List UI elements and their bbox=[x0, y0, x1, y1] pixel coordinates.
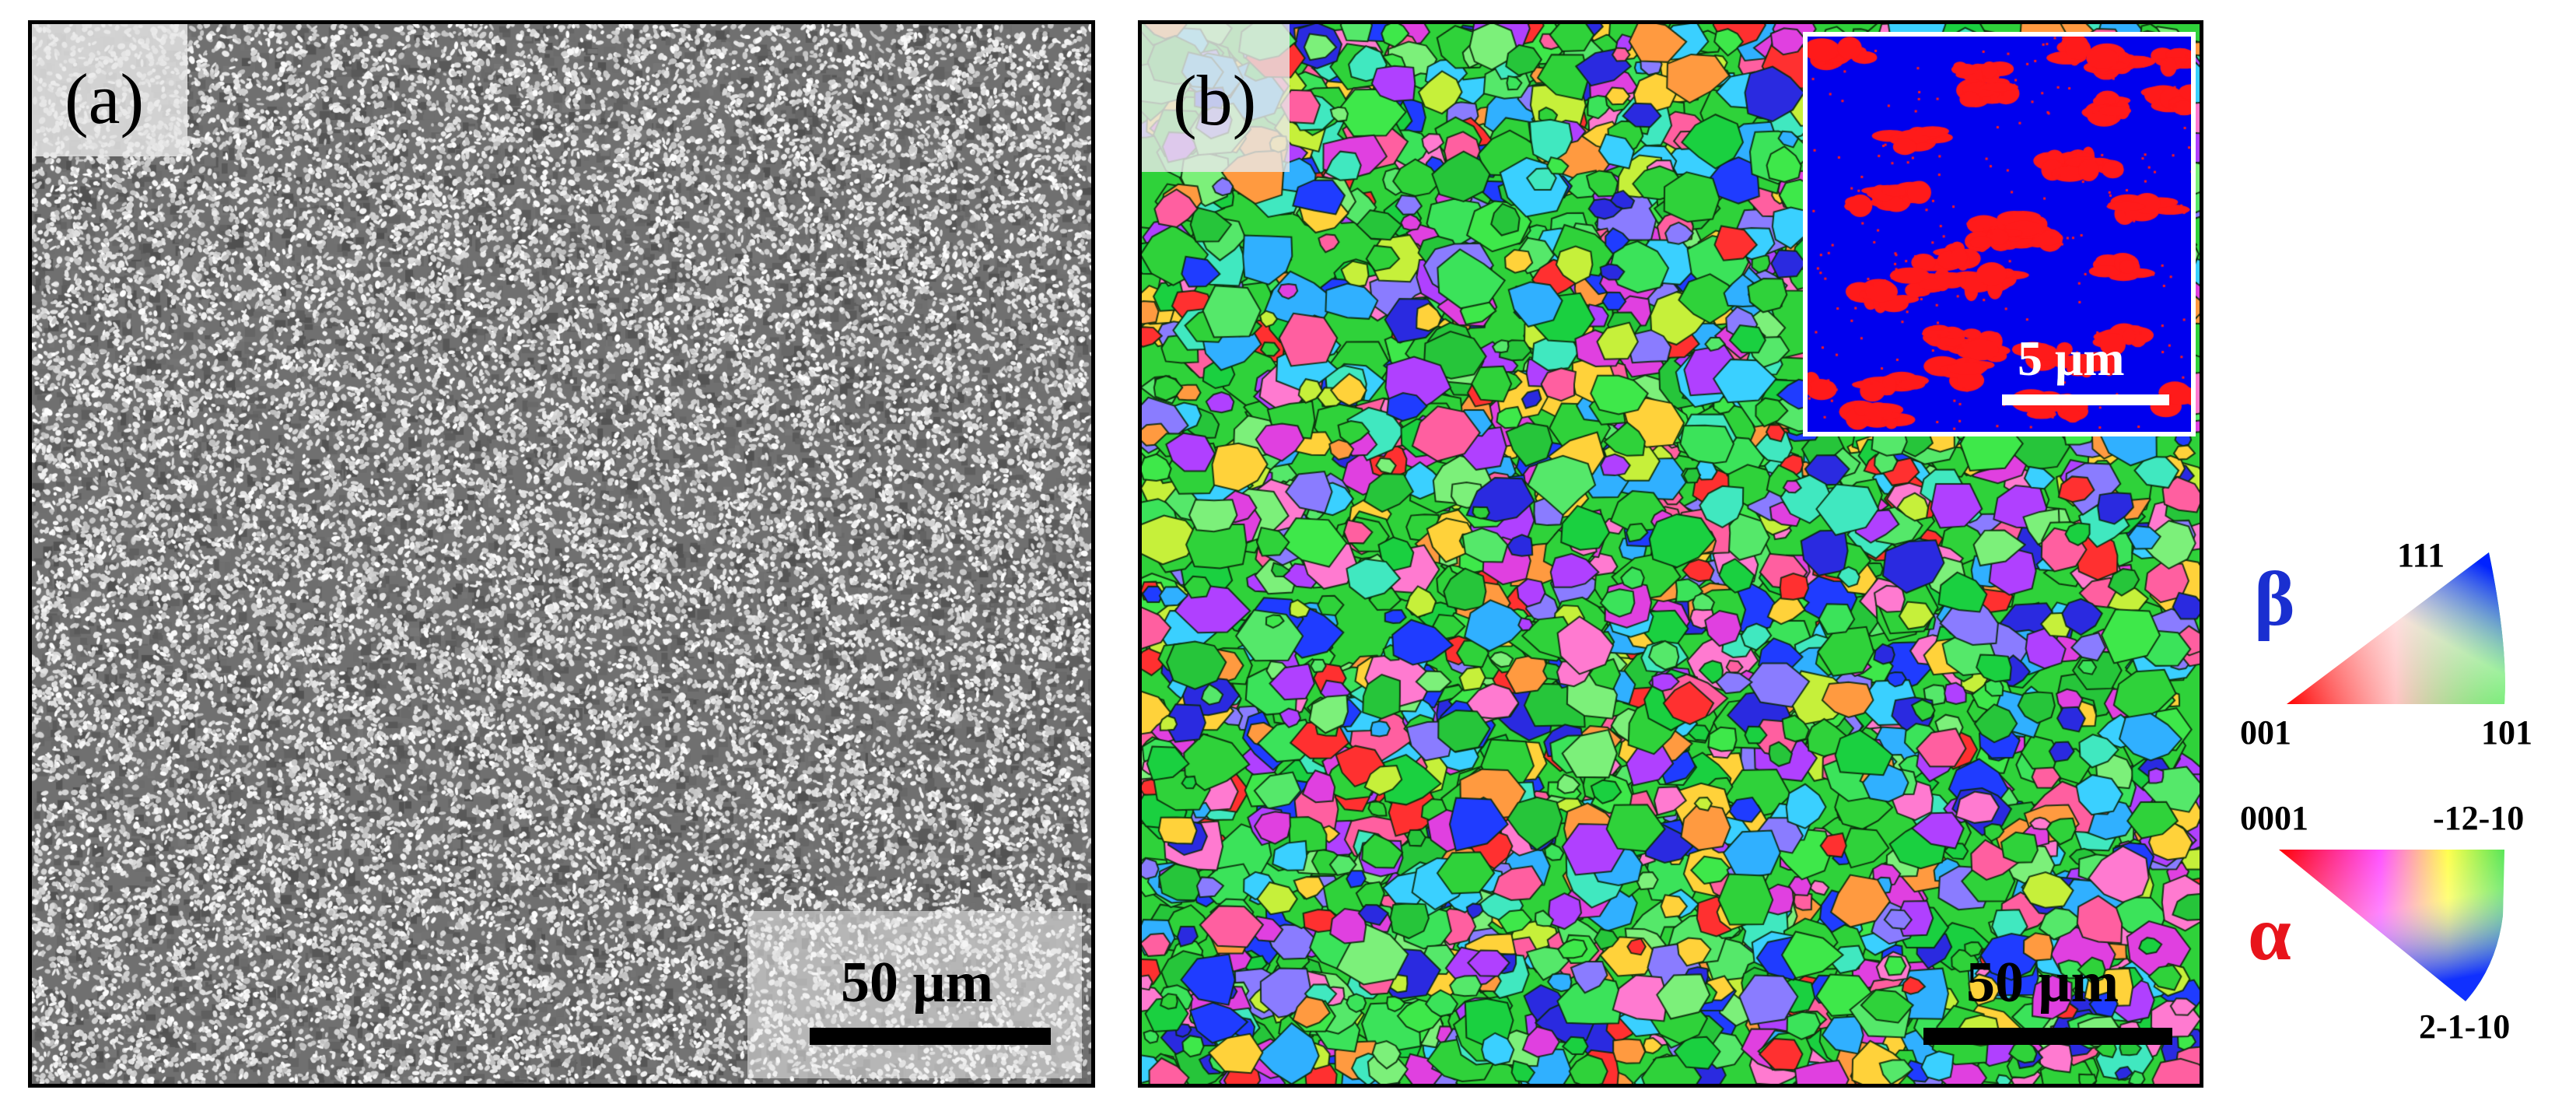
inset-scale-bar-label: 5 μm bbox=[2018, 331, 2125, 386]
panel-label-a: (a) bbox=[65, 59, 145, 138]
inset-scale-bar bbox=[2002, 394, 2169, 405]
beta-ipf-triangle bbox=[2287, 552, 2505, 704]
beta-corner-111: 111 bbox=[2397, 536, 2445, 574]
sem-micrograph-panel: (a) 50 μm bbox=[28, 20, 1095, 1088]
alpha-corner-2-1-10: 2-1-10 bbox=[2419, 1008, 2511, 1046]
scale-bar-label-a: 50 μm bbox=[841, 951, 994, 1015]
beta-corner-101: 101 bbox=[2481, 713, 2532, 752]
scale-bar-a bbox=[810, 1028, 1051, 1045]
alpha-corner-0001: 0001 bbox=[2240, 799, 2308, 837]
phase-map-inset: 5 μm bbox=[1803, 32, 2196, 436]
phase-map-image bbox=[1808, 37, 2191, 432]
beta-symbol: β bbox=[2254, 556, 2295, 642]
panel-label-b: (b) bbox=[1173, 61, 1257, 140]
scale-bar-backdrop bbox=[747, 911, 1082, 1078]
label-backdrop bbox=[32, 24, 187, 156]
alpha-corner-12-10: -12-10 bbox=[2433, 799, 2525, 837]
alpha-symbol: α bbox=[2248, 890, 2291, 976]
ebsd-ipf-map-panel: (b) 50 μm 5 μm bbox=[1138, 20, 2203, 1088]
alpha-ipf-triangle bbox=[2279, 850, 2504, 1001]
scale-bar-label-b: 50 μm bbox=[1966, 951, 2119, 1015]
label-backdrop bbox=[1142, 24, 1290, 172]
beta-corner-001: 001 bbox=[2240, 713, 2291, 752]
scale-bar-b bbox=[1923, 1028, 2172, 1045]
sem-image bbox=[32, 24, 1091, 1084]
